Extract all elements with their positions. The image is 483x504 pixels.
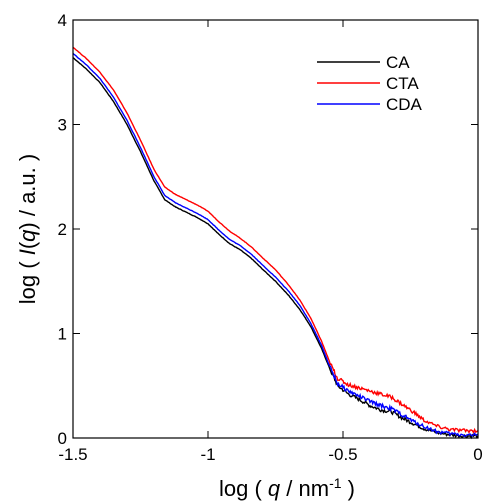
series-line-cda	[72, 52, 479, 438]
legend-label-ca: CA	[386, 53, 410, 72]
legend-label-cta: CTA	[386, 74, 419, 93]
tick-layer: -1.5 -1 -0.5 0 0 1 2 3 4	[58, 11, 483, 464]
y-tick-label: 3	[58, 116, 67, 135]
x-tick-label: -1	[200, 445, 215, 464]
x-axis-title: log ( q / nm-1 )	[219, 475, 355, 501]
series-layer	[72, 46, 479, 440]
x-tick-label: -0.5	[328, 445, 357, 464]
y-axis-title: log ( I(q) / a.u. )	[15, 154, 40, 304]
y-tick-label: 1	[58, 325, 67, 344]
y-tick-label: 2	[58, 220, 67, 239]
series-line-cta	[72, 46, 479, 434]
x-tick-label: -1.5	[58, 445, 87, 464]
x-tick-label: 0	[473, 445, 482, 464]
y-tick-label: 0	[58, 429, 67, 448]
y-tick-label: 4	[58, 11, 67, 30]
series-line-ca	[72, 57, 479, 440]
legend: CA CTA CDA	[317, 53, 423, 114]
legend-label-cda: CDA	[386, 95, 423, 114]
